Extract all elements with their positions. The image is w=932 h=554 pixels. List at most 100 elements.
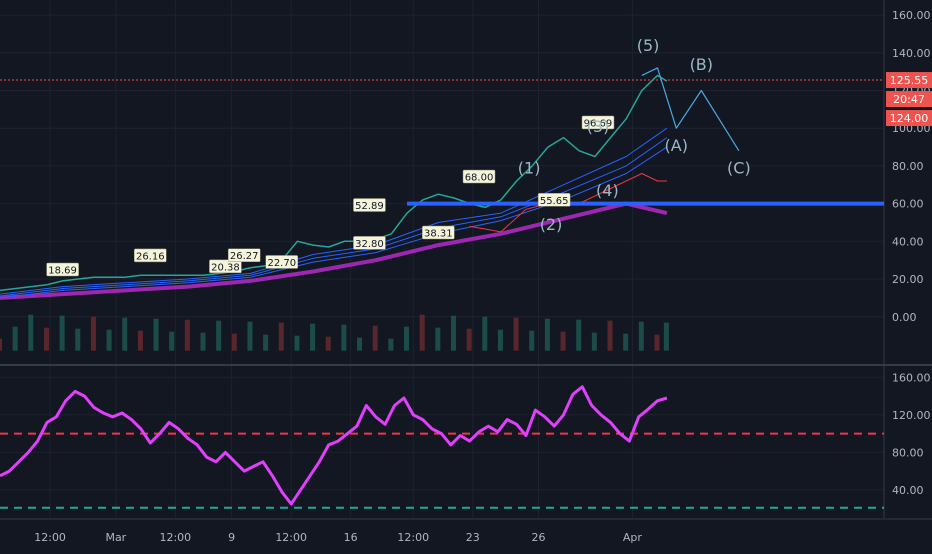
volume-bar <box>482 316 488 351</box>
wave-label: (B) <box>690 55 713 74</box>
volume-bar <box>466 328 472 351</box>
wave-label: (5) <box>637 36 660 55</box>
current-price-tag <box>886 110 932 127</box>
wave-label: (2) <box>540 215 563 234</box>
current-price-tag-label: 20:47 <box>893 93 925 106</box>
price-axis-tick-label: 80.00 <box>892 160 924 173</box>
price-annotation-box <box>46 262 79 277</box>
wave-label: (1) <box>518 158 541 177</box>
price-annotation-box <box>265 255 299 269</box>
volume-bar <box>357 337 363 351</box>
volume-bar <box>200 332 206 351</box>
oscillator-panel-background <box>0 368 932 518</box>
price-annotation-label: 52.89 <box>355 201 384 212</box>
price-annotation-label: 96.69 <box>584 118 613 129</box>
x-axis-tick-label: 12:00 <box>397 531 429 544</box>
price-annotation-box <box>537 193 571 207</box>
volume-bar <box>497 329 503 351</box>
price-annotation-box <box>227 248 261 262</box>
current-price-tag-label: 125.55 <box>890 74 929 87</box>
price-annotation-label: 26.16 <box>136 251 165 262</box>
wave-label: (A) <box>665 136 688 155</box>
wave-label: (C) <box>727 158 751 177</box>
volume-bar <box>278 322 284 351</box>
current-price-tag <box>886 91 932 108</box>
volume-bar <box>638 321 644 351</box>
oscillator-axis-tick-label: 80.00 <box>892 446 924 459</box>
volume-bar <box>28 314 34 351</box>
price-annotation-box <box>353 198 386 212</box>
oscillator-axis-tick-label: 120.00 <box>892 409 931 422</box>
volume-bar <box>169 331 175 351</box>
volume-bar <box>419 314 425 351</box>
volume-bar <box>12 326 18 351</box>
price-axis-tick-label: 60.00 <box>892 198 924 211</box>
volume-bar <box>529 330 535 351</box>
ema-line-0 <box>0 127 668 295</box>
volume-bar <box>247 321 253 351</box>
volume-bar <box>544 318 550 351</box>
ema-line-1 <box>0 137 668 297</box>
volume-bar <box>450 315 456 351</box>
x-axis-tick-label: 12:00 <box>275 531 307 544</box>
price-annotation-box <box>353 236 386 250</box>
oscillator-axis-tick-label: 40.00 <box>892 484 924 497</box>
wave-label: (3) <box>587 117 610 136</box>
x-axis-tick-label: 9 <box>228 531 235 544</box>
price-annotation-label: 32.80 <box>355 239 384 250</box>
price-annotation-box <box>462 169 496 184</box>
volume-bar <box>310 323 316 351</box>
volume-bar <box>216 320 222 351</box>
volume-bar <box>184 319 190 351</box>
volume-bar <box>576 319 582 351</box>
price-line <box>0 74 668 292</box>
volume-bar <box>513 317 519 351</box>
price-annotation-box <box>209 259 242 274</box>
volume-bar <box>623 333 629 351</box>
volume-bar <box>591 332 597 351</box>
x-axis-tick-label: 12:00 <box>159 531 191 544</box>
price-axis-tick-label: 40.00 <box>892 235 924 248</box>
oscillator-line <box>0 385 668 506</box>
x-axis-tick-label: Apr <box>623 531 643 544</box>
current-price-tag-label: 124.00 <box>890 112 929 125</box>
volume-bar <box>388 338 394 351</box>
volume-bar <box>435 327 441 351</box>
volume-bar <box>231 333 237 351</box>
price-annotation-box <box>581 115 615 130</box>
price-annotation-label: 20.38 <box>211 262 240 273</box>
oscillator-axis-tick-label: 160.00 <box>892 371 931 384</box>
price-axis-tick-label: 0.00 <box>892 311 917 324</box>
volume-bar <box>75 328 81 351</box>
x-axis-tick-label: 23 <box>466 531 480 544</box>
x-axis-tick-label: 12:00 <box>34 531 66 544</box>
price-annotation-label: 68.00 <box>465 173 494 184</box>
volume-bar <box>372 325 378 351</box>
elliott-projection-line <box>641 67 740 152</box>
volume-bar <box>59 315 65 351</box>
volume-bar <box>106 329 112 351</box>
price-annotation-label: 55.65 <box>540 196 569 207</box>
volume-bar <box>404 326 410 351</box>
x-axis-tick-label: 26 <box>532 531 546 544</box>
volume-bar <box>560 331 566 351</box>
volume-bar <box>263 334 269 351</box>
volume-bar <box>607 320 613 351</box>
price-axis-tick-label: 160.00 <box>892 9 931 22</box>
price-annotation-box <box>134 248 167 263</box>
volume-bar <box>153 318 159 351</box>
volume-bar <box>90 316 96 351</box>
volume-bar <box>0 338 2 351</box>
volume-bar <box>663 322 669 351</box>
price-annotation-box <box>422 225 455 240</box>
price-axis-tick-label: 140.00 <box>892 47 931 60</box>
x-axis-tick-label: 16 <box>344 531 358 544</box>
volume-bar <box>341 324 347 351</box>
volume-bar <box>43 327 49 351</box>
volume-bar <box>294 335 300 351</box>
price-annotation-label: 38.31 <box>424 229 453 240</box>
volume-bar <box>137 330 143 351</box>
price-annotation-label: 22.70 <box>267 258 296 269</box>
